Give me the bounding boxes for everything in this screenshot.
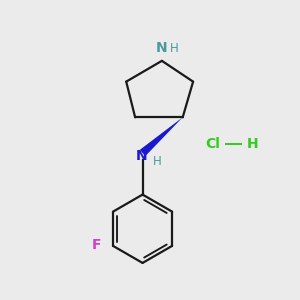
Text: H: H xyxy=(170,42,179,55)
Text: Cl: Cl xyxy=(205,137,220,151)
Text: H: H xyxy=(247,137,258,151)
Text: N: N xyxy=(156,41,168,56)
Text: F: F xyxy=(92,238,102,252)
Text: N: N xyxy=(135,149,147,163)
Polygon shape xyxy=(140,117,183,156)
Text: H: H xyxy=(153,155,162,168)
